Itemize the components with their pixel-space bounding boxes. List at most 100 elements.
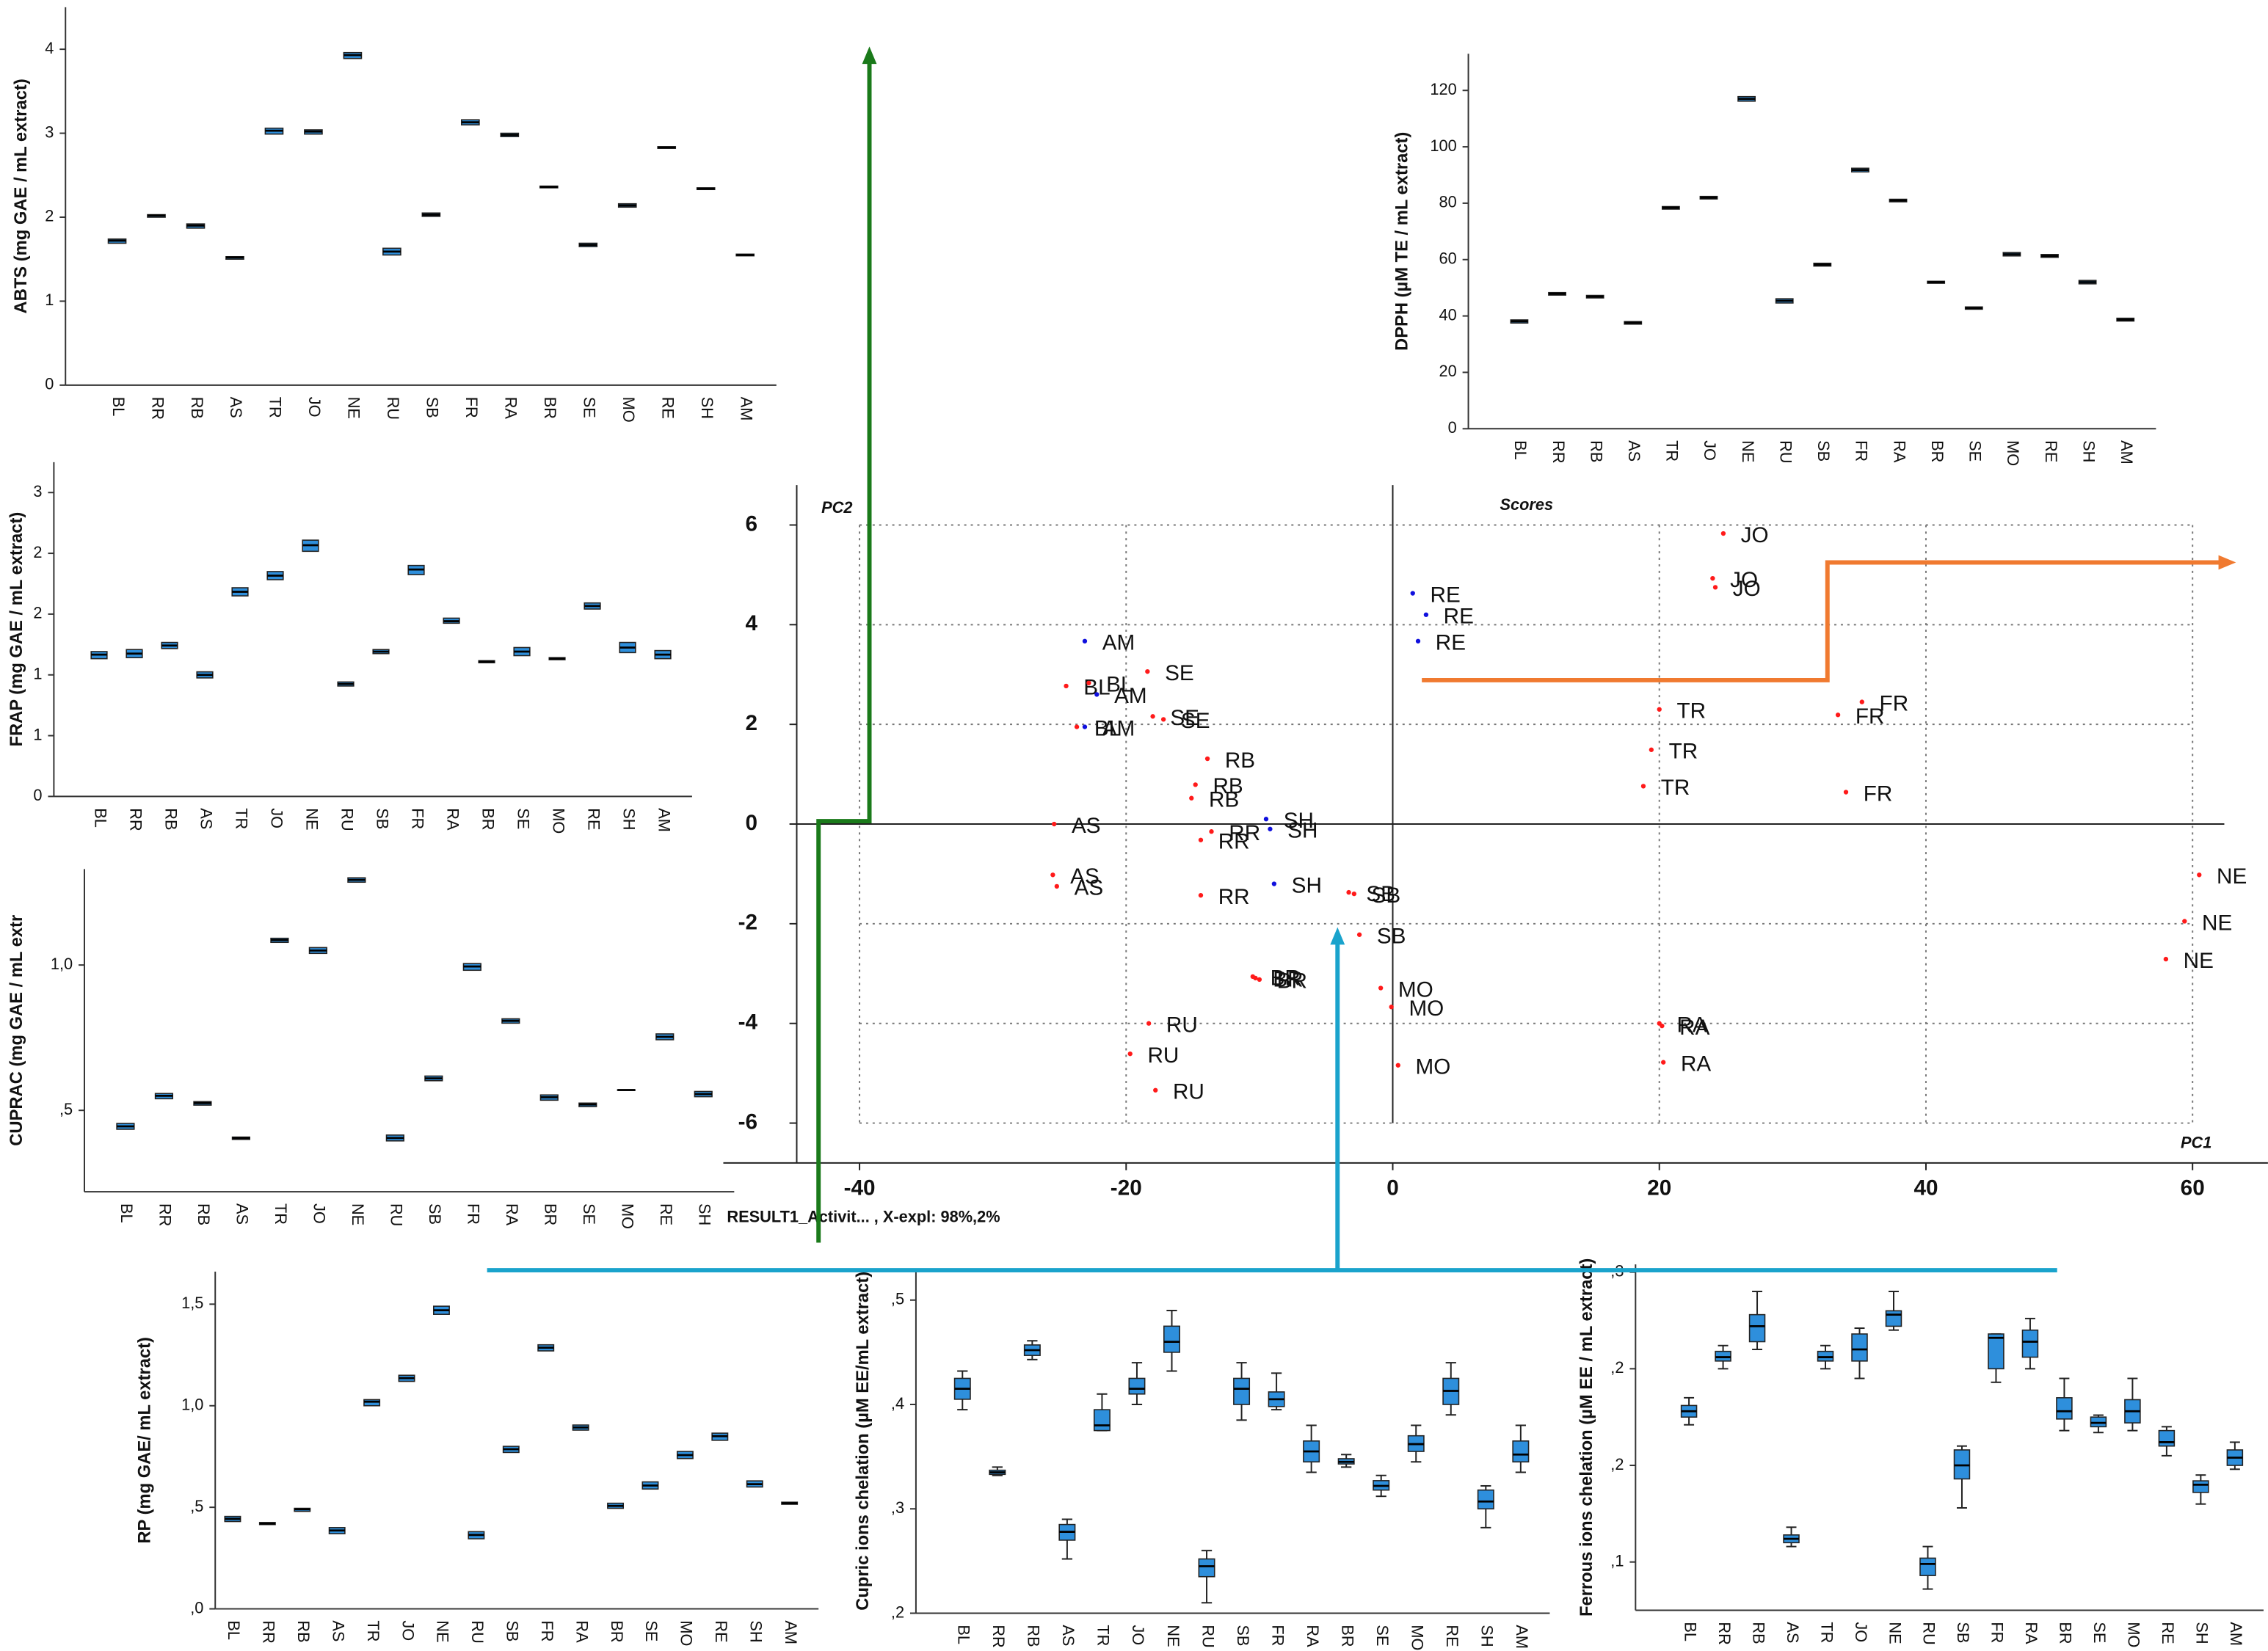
- point: [1189, 795, 1194, 801]
- point-label: RB: [1225, 748, 1255, 773]
- point-label: SE: [1181, 709, 1210, 733]
- x-tick-label: RA: [1890, 440, 1908, 463]
- point-label: NE: [2184, 949, 2214, 973]
- y-tick-label: ,2: [1610, 1358, 1624, 1377]
- point-label: JO: [1733, 577, 1761, 601]
- point: [1257, 977, 1262, 983]
- y-axis-label: CUPRAC (mg GAE / mL extr: [7, 915, 26, 1146]
- y-tick-label: 80: [1439, 193, 1456, 211]
- box: [1988, 1333, 2005, 1370]
- point-label: RE: [1444, 605, 1474, 629]
- x-tick-label: RE: [658, 397, 677, 419]
- x-tick-label: MO: [549, 808, 567, 834]
- box-chart: Cupric ions chelation (µM EE/mL extract)…: [853, 1269, 1550, 1650]
- y-tick-label: 4: [746, 611, 758, 635]
- box: [1198, 1558, 1215, 1578]
- y-axis-label: FRAP (mg GAE / mL extract): [7, 512, 26, 747]
- x-tick-label: MO: [619, 1203, 637, 1229]
- x-tick-label: NE: [345, 397, 363, 419]
- x-tick-label: RB: [1749, 1622, 1767, 1644]
- scatter-chart: -40 -20 0 20 40 60-6-4-20246ScoresPC2PC1RESUL…: [723, 485, 2268, 1226]
- y-tick-label: 0: [33, 786, 42, 804]
- x-tick-label: RE: [1443, 1625, 1461, 1647]
- x-tick-label: SH: [2079, 440, 2098, 462]
- point-label: MO: [1398, 977, 1433, 1002]
- x-tick-label: TR: [232, 808, 250, 829]
- y-tick-label: 20: [1439, 362, 1456, 380]
- point-label: MO: [1416, 1055, 1451, 1079]
- x-tick-label: AS: [1784, 1622, 1802, 1643]
- x-tick-label: TR: [1663, 440, 1682, 462]
- point: [1657, 707, 1662, 712]
- point: [1150, 714, 1155, 719]
- x-tick-label: RB: [1587, 440, 1605, 462]
- arrow-head: [2218, 555, 2236, 570]
- x-tick-label: JO: [1701, 440, 1719, 461]
- y-axis-label: RP (mg GAE/ mL extract): [134, 1337, 154, 1544]
- y-tick-label: 2: [45, 207, 54, 225]
- x-tick-label: SB: [424, 397, 442, 418]
- box: [1128, 1377, 1146, 1395]
- x-tick-label: BR: [608, 1620, 626, 1642]
- x-tick-label: MO: [677, 1620, 696, 1646]
- x-tick-label: FR: [408, 808, 426, 829]
- x-tick-label: AM: [2118, 440, 2136, 464]
- x-tick-label: AM: [737, 397, 755, 421]
- point: [1423, 612, 1429, 617]
- x-tick-label: SE: [642, 1620, 661, 1641]
- x-tick-label: JO: [267, 808, 286, 828]
- x-tick-label: RR: [156, 1203, 175, 1226]
- point: [1064, 683, 1069, 689]
- point: [1640, 784, 1646, 789]
- x-tick-label: TR: [266, 397, 285, 418]
- x-tick-label: NE: [434, 1620, 452, 1642]
- x-tick-label: AM: [655, 808, 673, 832]
- point-label: NE: [2202, 911, 2232, 935]
- point: [1050, 872, 1055, 878]
- point-label: RE: [1436, 631, 1466, 655]
- x-tick-label: RA: [2022, 1622, 2040, 1644]
- box-chart: ABTS (mg GAE / mL extract) 0 1 2 3 4 BL RR RB AS T…: [11, 7, 777, 423]
- x-tick-label: RU: [338, 808, 356, 831]
- x-tick-label: SE: [514, 808, 532, 829]
- x-tick-label: JO: [399, 1620, 417, 1641]
- x-tick-label: BL: [955, 1625, 973, 1644]
- x-tick-label: RU: [388, 1203, 406, 1226]
- x-tick-label: BL: [225, 1620, 243, 1640]
- point-label: BR: [1277, 969, 1307, 994]
- x-tick-label: NE: [1739, 440, 1757, 462]
- box-chart: CUPRAC (mg GAE / mL extr ,5 1,0 BL RR RB AS TR J…: [7, 869, 735, 1229]
- y-tick-label: ,3: [891, 1498, 904, 1517]
- x-tick-label: RU: [1920, 1622, 1938, 1644]
- y-axis-label: ABTS (mg GAE / mL extract): [11, 79, 31, 313]
- x-tick-label: 0: [1386, 1176, 1399, 1200]
- x-tick-label: RB: [195, 1203, 213, 1225]
- point-label: AM: [1102, 631, 1135, 655]
- x-tick-label: JO: [1129, 1625, 1147, 1645]
- x-tick-label: RR: [1715, 1622, 1734, 1644]
- point-label: RE: [1431, 583, 1461, 607]
- box: [1163, 1325, 1180, 1353]
- box: [1512, 1440, 1530, 1463]
- y-tick-label: 60: [1439, 249, 1456, 268]
- point: [1859, 699, 1864, 704]
- x-tick-label: SH: [1478, 1625, 1497, 1647]
- y-tick-label: 4: [45, 39, 54, 57]
- x-tick-label: -40: [844, 1176, 876, 1200]
- point-label: AM: [1102, 716, 1135, 740]
- x-tick-label: NE: [1886, 1622, 1904, 1644]
- point-label: AM: [1114, 684, 1147, 708]
- y-tick-label: ,5: [59, 1100, 73, 1118]
- x-tick-label: RR: [126, 808, 145, 831]
- point: [1082, 638, 1088, 644]
- x-tick-label: RB: [294, 1620, 313, 1642]
- y-tick-label: 2: [33, 543, 42, 561]
- x-tick-label: 60: [2181, 1176, 2205, 1200]
- point: [1351, 891, 1357, 897]
- y-tick-label: ,5: [190, 1497, 203, 1515]
- point: [1127, 1051, 1133, 1057]
- x-tick-label: NE: [302, 808, 321, 830]
- x-tick-label: BL: [91, 808, 109, 828]
- point-label: FR: [1864, 781, 1893, 806]
- x-tick-label: BR: [541, 397, 559, 419]
